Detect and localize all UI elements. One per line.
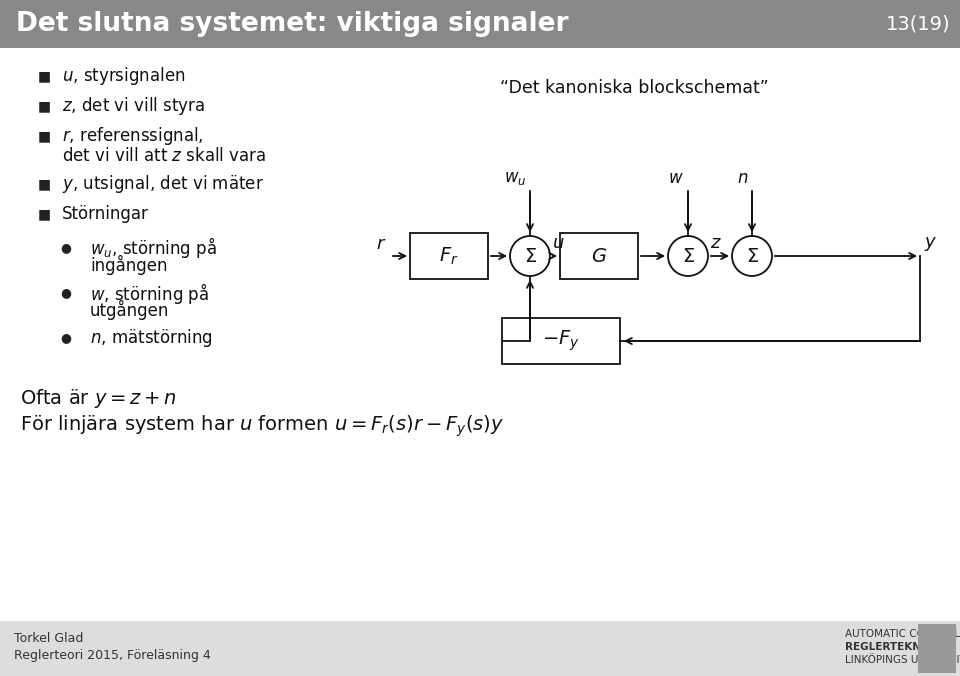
Text: $G$: $G$ <box>591 247 607 266</box>
Text: Störningar: Störningar <box>62 205 149 223</box>
Text: $\Sigma$: $\Sigma$ <box>682 247 694 266</box>
Text: $u$: $u$ <box>552 234 564 252</box>
Text: $n$: $n$ <box>736 169 748 187</box>
Text: $z$, det vi vill styra: $z$, det vi vill styra <box>62 95 205 117</box>
Text: ■: ■ <box>38 177 51 191</box>
FancyBboxPatch shape <box>410 233 488 279</box>
Ellipse shape <box>668 236 708 276</box>
Text: Torkel Glad: Torkel Glad <box>14 631 84 644</box>
Text: AUTOMATIC CONTROL: AUTOMATIC CONTROL <box>845 629 960 639</box>
Text: ■: ■ <box>38 99 51 113</box>
Text: $w_u$, störning på: $w_u$, störning på <box>90 235 217 260</box>
Text: Det slutna systemet: viktiga signaler: Det slutna systemet: viktiga signaler <box>16 11 568 37</box>
Text: ●: ● <box>60 331 71 345</box>
Text: $n$, mätstörning: $n$, mätstörning <box>90 327 213 349</box>
Text: ●: ● <box>60 287 71 299</box>
Text: ■: ■ <box>38 207 51 221</box>
Text: $w$: $w$ <box>668 169 684 187</box>
Text: ●: ● <box>60 241 71 254</box>
FancyBboxPatch shape <box>0 0 960 48</box>
Text: LINKÖPINGS UNIVERSITET: LINKÖPINGS UNIVERSITET <box>845 655 960 665</box>
Text: $z$: $z$ <box>710 234 722 252</box>
Ellipse shape <box>510 236 550 276</box>
Text: $\Sigma$: $\Sigma$ <box>523 247 537 266</box>
Text: REGLERTEKNIK: REGLERTEKNIK <box>845 642 933 652</box>
Text: $r$: $r$ <box>375 235 386 253</box>
Text: $r$, referenssignal,: $r$, referenssignal, <box>62 125 204 147</box>
Text: $y$: $y$ <box>924 235 937 253</box>
FancyBboxPatch shape <box>0 621 960 676</box>
Text: utgången: utgången <box>90 300 169 320</box>
Text: Ofta är $y = z + n$: Ofta är $y = z + n$ <box>20 387 177 410</box>
Text: $y$, utsignal, det vi mäter: $y$, utsignal, det vi mäter <box>62 173 264 195</box>
FancyBboxPatch shape <box>918 624 956 673</box>
Text: $u$, styrsignalen: $u$, styrsignalen <box>62 65 185 87</box>
Text: Reglerteori 2015, Föreläsning 4: Reglerteori 2015, Föreläsning 4 <box>14 650 211 662</box>
Text: 13(19): 13(19) <box>885 14 950 34</box>
Text: “Det kanoniska blockschemat”: “Det kanoniska blockschemat” <box>500 79 769 97</box>
Text: $\Sigma$: $\Sigma$ <box>746 247 758 266</box>
FancyBboxPatch shape <box>560 233 638 279</box>
Text: För linjära system har $u$ formen $u = F_r(s)r - F_y(s)y$: För linjära system har $u$ formen $u = F… <box>20 413 504 439</box>
Text: $F_r$: $F_r$ <box>440 245 459 266</box>
FancyBboxPatch shape <box>502 318 620 364</box>
Text: det vi vill att $z$ skall vara: det vi vill att $z$ skall vara <box>62 147 266 165</box>
Text: $w$, störning på: $w$, störning på <box>90 281 209 306</box>
Text: ■: ■ <box>38 129 51 143</box>
Text: $w_u$: $w_u$ <box>504 169 526 187</box>
Text: ■: ■ <box>38 69 51 83</box>
Ellipse shape <box>732 236 772 276</box>
Text: ingången: ingången <box>90 255 167 275</box>
Text: $-F_y$: $-F_y$ <box>542 329 580 354</box>
